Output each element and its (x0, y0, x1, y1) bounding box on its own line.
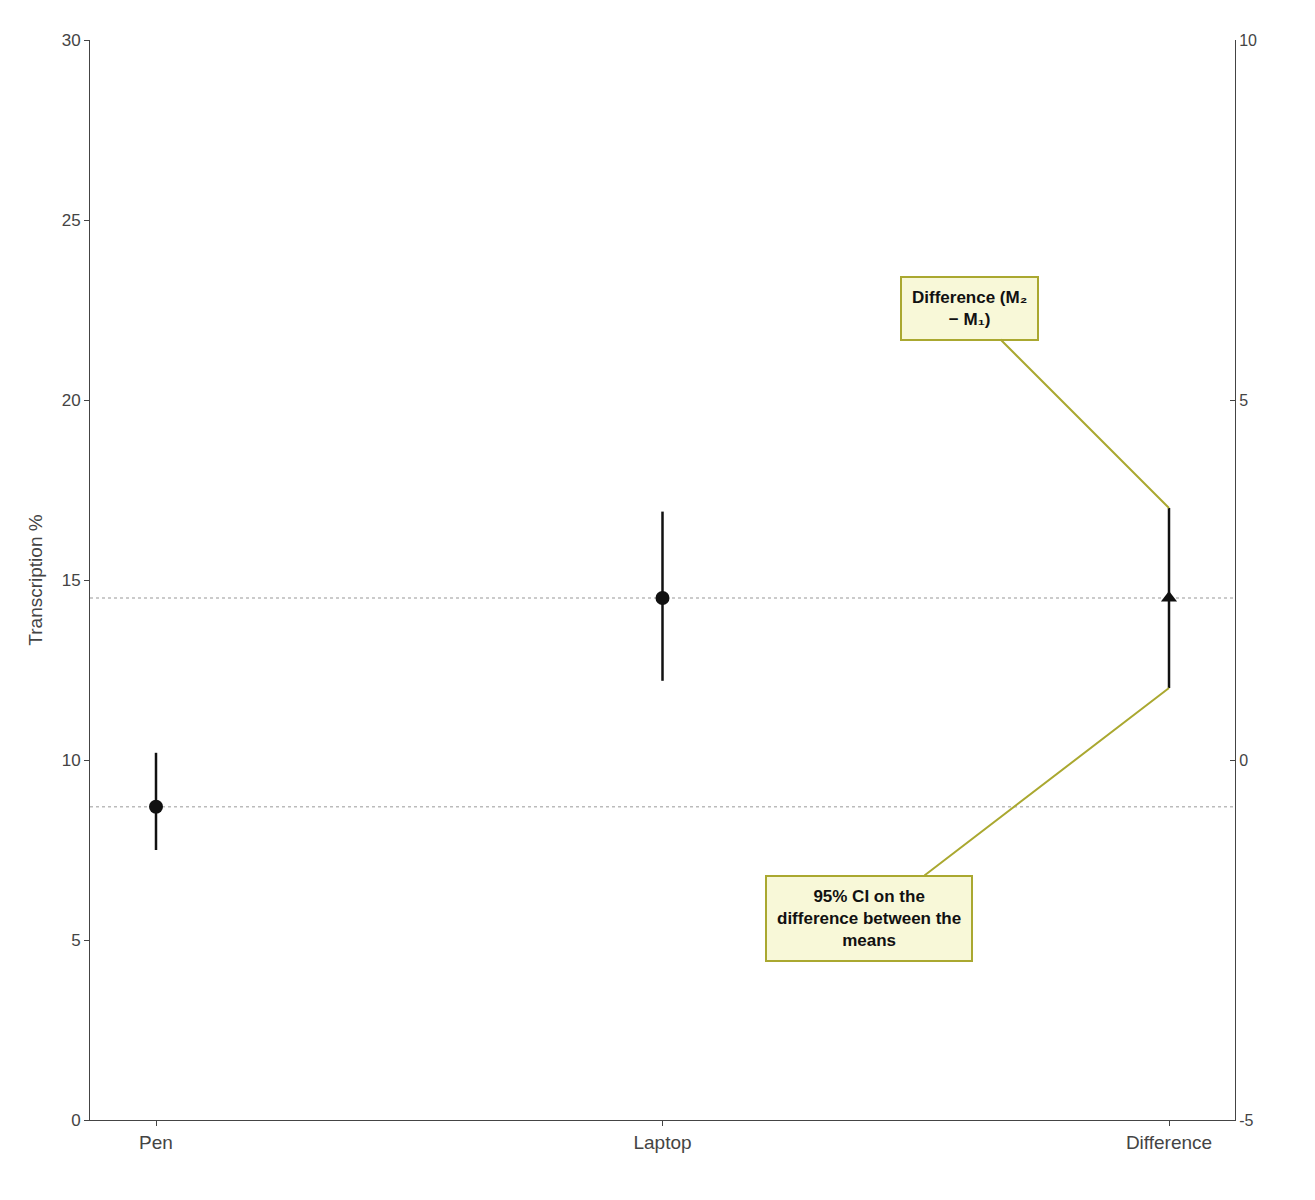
svg-text:15: 15 (62, 571, 81, 590)
svg-text:5: 5 (71, 931, 80, 950)
svg-text:0: 0 (71, 1111, 80, 1130)
svg-text:20: 20 (62, 391, 81, 410)
svg-text:Difference (M₂− M₁): Difference (M₂− M₁) (912, 288, 1027, 329)
svg-text:Difference: Difference (1126, 1132, 1212, 1153)
svg-text:30: 30 (62, 31, 81, 50)
svg-text:5: 5 (1239, 392, 1248, 409)
svg-text:0: 0 (1239, 752, 1248, 769)
svg-text:25: 25 (62, 211, 81, 230)
svg-text:Laptop: Laptop (633, 1132, 691, 1153)
svg-text:95% CI on thedifference betwee: 95% CI on thedifference between themeans (777, 887, 961, 950)
svg-text:Pen: Pen (139, 1132, 173, 1153)
svg-text:10: 10 (1239, 32, 1257, 49)
svg-text:Transcription %: Transcription % (25, 514, 46, 645)
svg-text:-5: -5 (1239, 1112, 1253, 1129)
svg-text:10: 10 (62, 751, 81, 770)
